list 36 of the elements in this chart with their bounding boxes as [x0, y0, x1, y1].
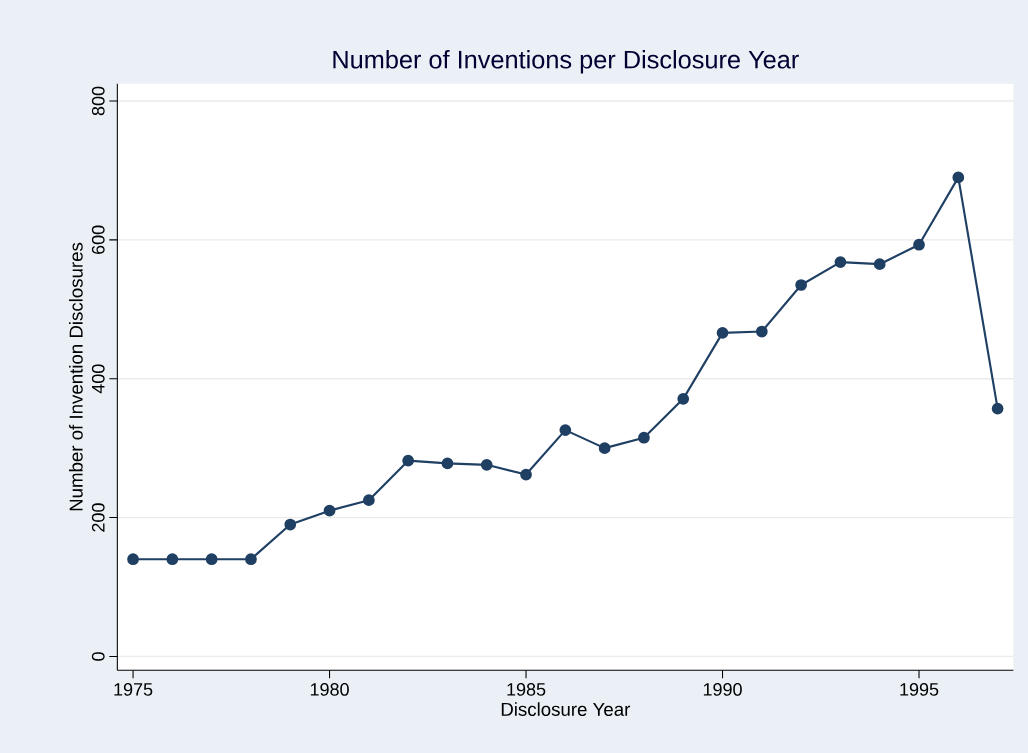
y-tick-label: 600: [91, 225, 105, 254]
point: [362, 494, 375, 507]
point: [755, 325, 768, 338]
y-tick-label: 800: [91, 86, 105, 116]
point: [716, 327, 729, 339]
point: [245, 553, 257, 566]
point: [873, 258, 886, 271]
point: [598, 442, 611, 455]
point: [205, 553, 218, 566]
y-tick-label: 0: [91, 652, 105, 661]
point: [166, 553, 179, 566]
x-tick-label: 1975: [114, 683, 153, 696]
point: [127, 553, 139, 566]
point: [795, 279, 807, 291]
point: [913, 238, 925, 251]
x-tick-label: 1985: [507, 683, 546, 696]
x-tick-label: 1995: [900, 683, 939, 696]
y-tick-label: 400: [91, 364, 105, 394]
point: [991, 402, 1004, 415]
point: [677, 392, 690, 405]
y-axis-title: Number of Invention Disclosures: [69, 242, 83, 511]
point: [520, 468, 532, 481]
point: [834, 256, 847, 268]
point: [284, 518, 297, 531]
point: [638, 431, 650, 444]
point: [952, 171, 965, 184]
x-axis-title: Disclosure Year: [501, 702, 631, 716]
x-tick-label: 1980: [310, 683, 349, 696]
x-tick-label: 1990: [703, 683, 742, 696]
point: [559, 424, 572, 436]
point: [441, 457, 454, 470]
point: [323, 504, 336, 517]
point: [480, 458, 493, 471]
y-tick-label: 200: [91, 503, 105, 532]
chart-title: Number of Inventions per Disclosure Year: [333, 50, 799, 74]
point: [402, 454, 415, 467]
